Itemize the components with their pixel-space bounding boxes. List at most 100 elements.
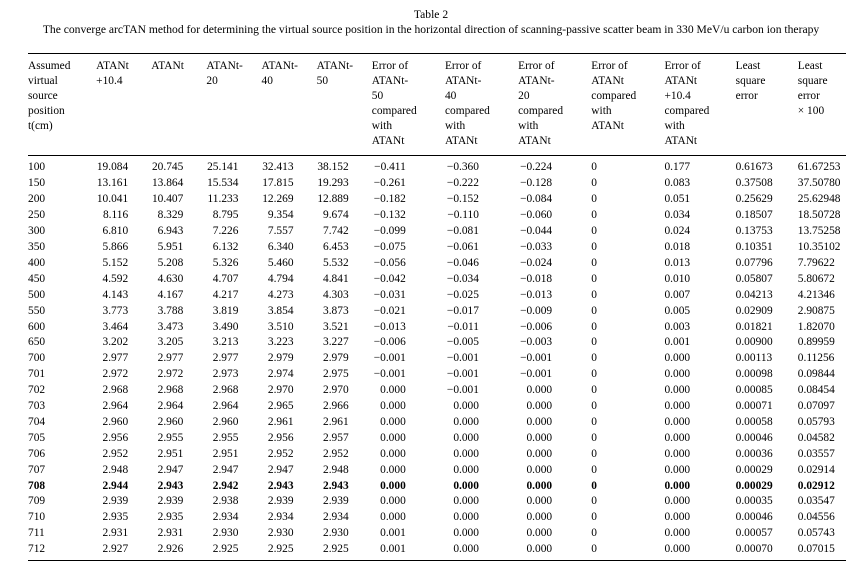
cell: 0	[591, 256, 597, 269]
cell: 2.977	[102, 352, 129, 365]
cell: 2.948	[323, 463, 349, 476]
cell: 0.000	[526, 463, 553, 476]
cell: 702	[28, 384, 46, 397]
table-row: 711 2.931 2.931 2.930 2.930 2.930 0.001 0.000 0.…	[28, 526, 846, 542]
cell: 6.943	[157, 225, 184, 238]
cell: −0.001	[520, 368, 553, 381]
cell: 3.521	[323, 320, 349, 333]
cell: 0.000	[453, 495, 479, 508]
cell: 5.951	[157, 240, 184, 253]
cell: −0.021	[373, 304, 406, 317]
cell: −0.011	[447, 320, 479, 333]
column-header-0: Assumed virtual source position t(cm)	[28, 53, 97, 157]
cell: 5.532	[323, 256, 349, 269]
cell: −0.005	[446, 336, 479, 349]
cell: 550	[28, 304, 46, 317]
cell: 2.931	[102, 527, 129, 540]
cell: 6.453	[323, 240, 349, 253]
table-caption: The converge arcTAN method for determini…	[42, 23, 820, 36]
cell: 18.50728	[797, 209, 841, 222]
cell: 0.07097	[797, 400, 835, 413]
cell: −0.132	[373, 209, 406, 222]
cell: 4.21346	[797, 288, 835, 301]
cell: 4.841	[323, 272, 349, 285]
table-row: 350 5.866 5.951 6.132 6.340 6.453 −0.075 −0.061…	[28, 240, 846, 256]
cell: −0.261	[373, 177, 406, 190]
cell: 710	[28, 511, 46, 524]
cell: −0.006	[520, 320, 553, 333]
cell: 0	[591, 527, 597, 540]
cell: 0.02909	[735, 304, 773, 317]
cell: 0.05743	[797, 527, 835, 540]
cell: 0.003	[664, 320, 691, 333]
cell: 0.000	[380, 400, 406, 413]
cell: 450	[28, 272, 46, 285]
cell: −0.222	[446, 177, 479, 190]
table-row: 300 6.810 6.943 7.226 7.557 7.742 −0.099 −0.081…	[28, 224, 846, 240]
cell: 0.000	[526, 511, 553, 524]
table-row: 706 2.952 2.951 2.951 2.952 2.952 0.000 0.000 0.…	[28, 447, 846, 463]
cell: 0.000	[664, 463, 691, 476]
cell: 0.03557	[797, 447, 835, 460]
cell: 6.132	[212, 240, 239, 253]
cell: 150	[28, 177, 46, 190]
cell: 0	[591, 352, 597, 365]
cell: 0	[591, 368, 597, 381]
column-header-6: Error of ATANt- 50 compared with ATANt	[371, 53, 445, 157]
table-row: 700 2.977 2.977 2.977 2.979 2.979 −0.001 −0.001…	[28, 351, 846, 367]
cell: 0.000	[664, 431, 691, 444]
cell: 5.208	[157, 256, 184, 269]
cell: 0	[591, 495, 597, 508]
cell: 200	[28, 193, 46, 206]
cell: 4.273	[267, 288, 294, 301]
cell: 2.979	[323, 352, 349, 365]
cell: 0.000	[664, 384, 691, 397]
cell: 2.964	[102, 400, 129, 413]
cell: 0	[591, 193, 597, 206]
cell: 0.00070	[735, 542, 798, 562]
cell: 2.973	[212, 368, 239, 381]
cell: 0	[591, 209, 597, 222]
cell: 0	[591, 400, 597, 413]
table-label: Table 2	[413, 8, 449, 21]
cell: 0.00046	[735, 511, 773, 524]
cell: 0.000	[380, 511, 406, 524]
cell: 0	[591, 177, 597, 190]
column-header-5: ATANt- 50	[316, 53, 372, 157]
cell: 0.000	[526, 495, 553, 508]
cell: −0.411	[374, 161, 406, 174]
cell: 4.592	[102, 272, 129, 285]
cell: 0.000	[664, 479, 691, 492]
cell: −0.018	[520, 272, 553, 285]
cell: −0.001	[446, 384, 479, 397]
cell: 2.952	[323, 447, 349, 460]
cell: 703	[28, 400, 46, 413]
cell: −0.075	[373, 240, 406, 253]
cell: 0.18507	[735, 209, 773, 222]
cell: 7.226	[212, 225, 239, 238]
cell: 13.864	[151, 177, 184, 190]
table-row: 703 2.964 2.964 2.964 2.965 2.966 0.000 0.000 0.…	[28, 399, 846, 415]
cell: −0.042	[373, 272, 406, 285]
cell: 712	[28, 542, 97, 562]
cell: 2.974	[267, 368, 294, 381]
cell: −0.001	[373, 352, 406, 365]
cell: 13.161	[96, 177, 129, 190]
column-header-9: Error of ATANt compared with ATANt	[591, 53, 665, 157]
cell: −0.081	[446, 225, 479, 238]
cell: 0	[591, 320, 597, 333]
table-row: 705 2.956 2.955 2.955 2.956 2.957 0.000 0.000 0.…	[28, 431, 846, 447]
cell: 2.930	[212, 527, 239, 540]
cell: 300	[28, 225, 46, 238]
cell: 10.35102	[797, 240, 841, 253]
cell: −0.099	[373, 225, 406, 238]
cell: −0.152	[446, 193, 479, 206]
cell: 20.745	[151, 161, 184, 174]
cell: 0.000	[453, 463, 479, 476]
cell: 3.205	[157, 336, 184, 349]
cell: 2.972	[157, 368, 184, 381]
cell: 0.001	[664, 336, 691, 349]
cell: 700	[28, 352, 46, 365]
table-row: 250 8.116 8.329 8.795 9.354 9.674 −0.132 −0.110…	[28, 208, 846, 224]
cell: 5.152	[102, 256, 129, 269]
